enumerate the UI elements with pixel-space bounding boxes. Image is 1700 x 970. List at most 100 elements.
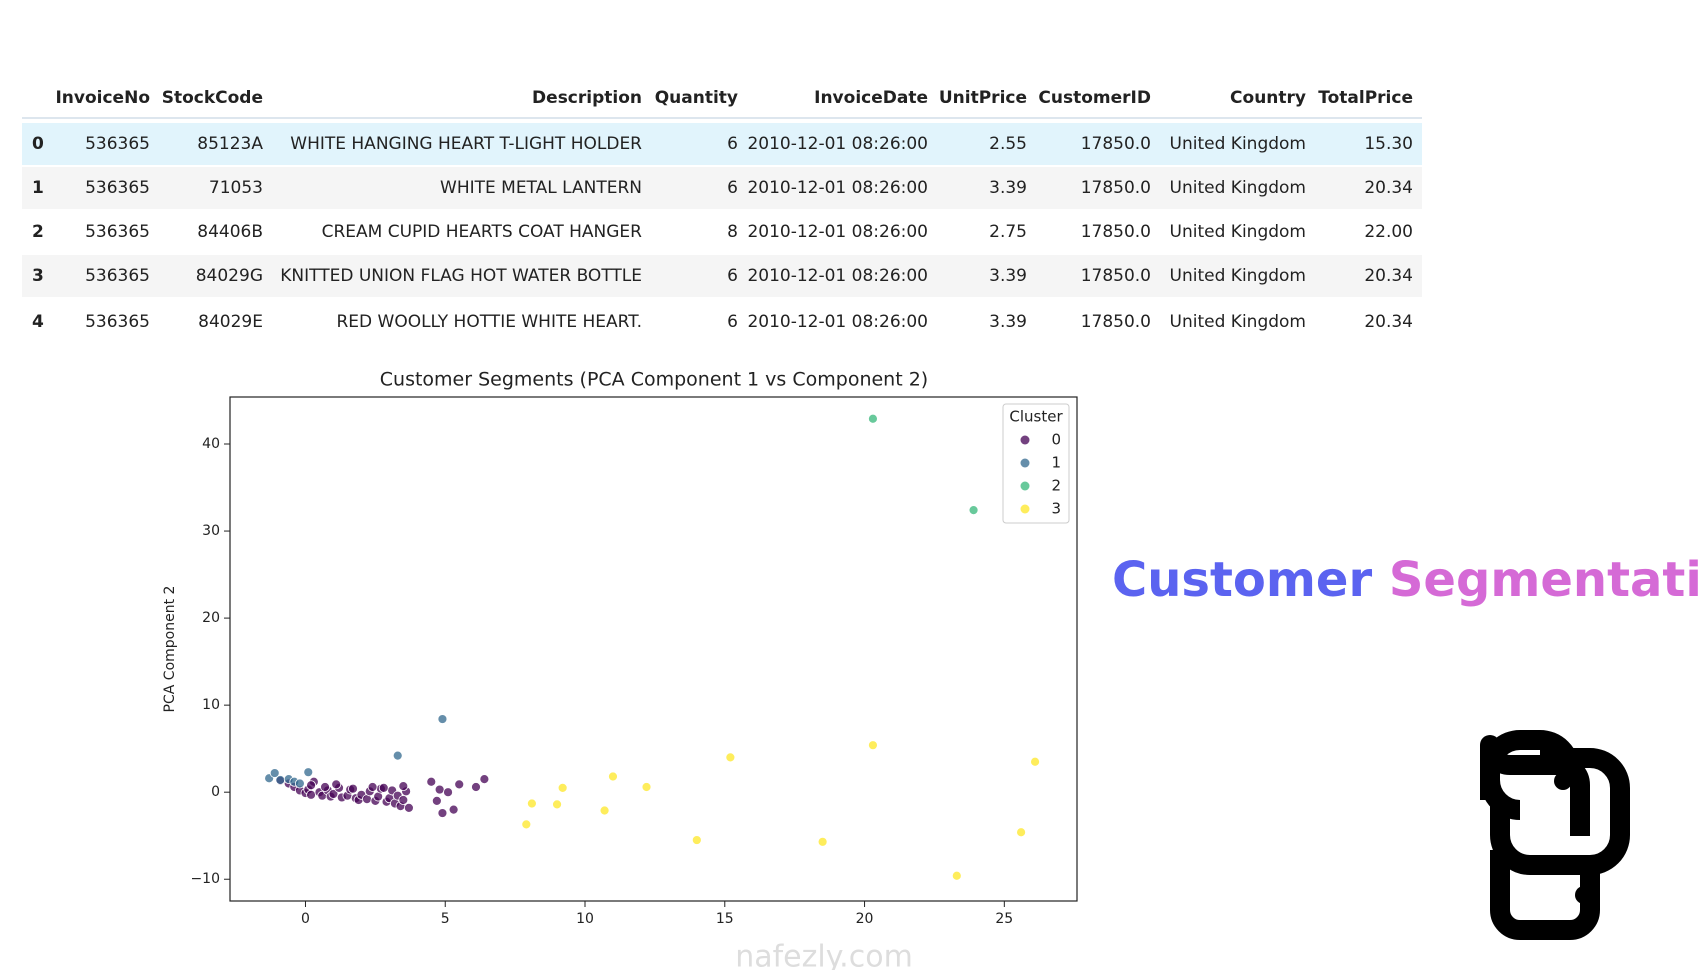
y-tick-label: 0	[211, 784, 220, 800]
column-header: Country	[1230, 88, 1306, 108]
cell: 536365	[85, 134, 150, 154]
cell: KNITTED UNION FLAG HOT WATER BOTTLE	[280, 266, 642, 286]
legend-marker	[1020, 458, 1030, 468]
watermark: nafezly.com	[735, 940, 913, 970]
cell: United Kingdom	[1170, 266, 1306, 286]
point	[434, 784, 445, 795]
cell: United Kingdom	[1170, 222, 1306, 242]
cell: 84406B	[197, 222, 263, 242]
y-tick-label: 30	[202, 523, 220, 539]
cell: 2010-12-01 08:26:00	[747, 312, 928, 332]
point	[398, 781, 409, 791]
cell: WHITE METAL LANTERN	[440, 178, 642, 198]
row-bg	[22, 255, 1422, 297]
cell: 6	[727, 134, 738, 154]
legend-marker	[1020, 435, 1030, 445]
cell: United Kingdom	[1170, 134, 1306, 154]
point	[1016, 827, 1026, 838]
point	[294, 778, 305, 789]
point	[552, 799, 562, 810]
cell: 8	[727, 222, 738, 242]
point	[641, 782, 652, 792]
y-tick-label: −10	[190, 871, 220, 887]
x-tick-label: 5	[441, 911, 450, 927]
cell: United Kingdom	[1170, 178, 1306, 198]
point	[392, 750, 403, 761]
point	[269, 768, 280, 778]
cell: 536365	[85, 222, 150, 242]
column-header: Quantity	[655, 88, 738, 108]
point	[331, 779, 342, 790]
cell: 6	[727, 178, 738, 198]
cell: 2010-12-01 08:26:00	[747, 178, 928, 198]
point	[426, 776, 437, 787]
cell: 2010-12-01 08:26:00	[747, 222, 928, 242]
point	[398, 795, 409, 805]
point	[817, 836, 828, 847]
row-index: 1	[32, 178, 44, 198]
column-header: InvoiceNo	[55, 88, 150, 108]
row-index: 2	[32, 222, 44, 242]
cell: 3.39	[989, 266, 1027, 286]
cell: 3.39	[989, 178, 1027, 198]
table: InvoiceNo StockCode Description Quantity Inv…	[22, 88, 1422, 332]
row-index: 4	[32, 312, 44, 332]
heading-second: Segmentation	[1389, 552, 1700, 608]
point	[378, 782, 389, 793]
cell: 22.00	[1364, 222, 1413, 242]
point	[348, 783, 358, 794]
row-index: 3	[32, 266, 44, 286]
point	[557, 782, 568, 793]
point	[868, 740, 878, 751]
column-header: StockCode	[162, 88, 263, 108]
row-index: 0	[32, 134, 44, 154]
y-tick-label: 10	[202, 697, 220, 713]
point	[367, 782, 378, 792]
point	[599, 805, 610, 816]
cell: 84029G	[196, 266, 263, 286]
x-tick-label: 15	[716, 911, 734, 927]
cell: 6	[727, 266, 738, 286]
heading-first: Customer	[1112, 552, 1372, 608]
cell: WHITE HANGING HEART T-LIGHT HOLDER	[290, 134, 642, 154]
cell: 20.34	[1364, 312, 1413, 332]
cell: 6	[727, 312, 738, 332]
point	[448, 804, 459, 815]
point	[471, 782, 481, 792]
logo-eye	[1575, 886, 1593, 904]
column-header: CustomerID	[1038, 88, 1151, 108]
x-tick-label: 25	[995, 911, 1013, 927]
legend-box	[1002, 403, 1070, 524]
cell: 17850.0	[1081, 312, 1151, 332]
x-tick-label: 0	[301, 911, 310, 927]
point	[306, 789, 316, 800]
cell: 2.55	[989, 134, 1027, 154]
python-logo	[1480, 730, 1630, 940]
column-header: Description	[532, 88, 642, 108]
y-tick-label: 40	[202, 436, 220, 452]
cell: 2010-12-01 08:26:00	[747, 134, 928, 154]
cell: 2.75	[989, 222, 1027, 242]
point	[725, 752, 736, 763]
column-header: TotalPrice	[1318, 88, 1413, 108]
point	[328, 789, 339, 799]
chart: Customer Segments (PCA Component 1 vs Co…	[162, 369, 1078, 927]
point	[608, 771, 618, 782]
legend: Cluster 0 1 2 3	[1002, 403, 1070, 524]
point	[1030, 756, 1040, 767]
point	[306, 780, 316, 791]
cell: 17850.0	[1081, 134, 1151, 154]
legend-marker	[1020, 504, 1030, 514]
point	[868, 413, 878, 424]
point	[443, 787, 453, 798]
cell: United Kingdom	[1170, 312, 1306, 332]
cell: 17850.0	[1081, 178, 1151, 198]
column-header: InvoiceDate	[814, 88, 928, 108]
point	[431, 795, 442, 806]
legend-title: Cluster	[1009, 408, 1063, 426]
point	[691, 835, 702, 845]
point	[275, 775, 286, 785]
legend-label: 3	[1051, 500, 1061, 518]
cell: 17850.0	[1081, 222, 1151, 242]
